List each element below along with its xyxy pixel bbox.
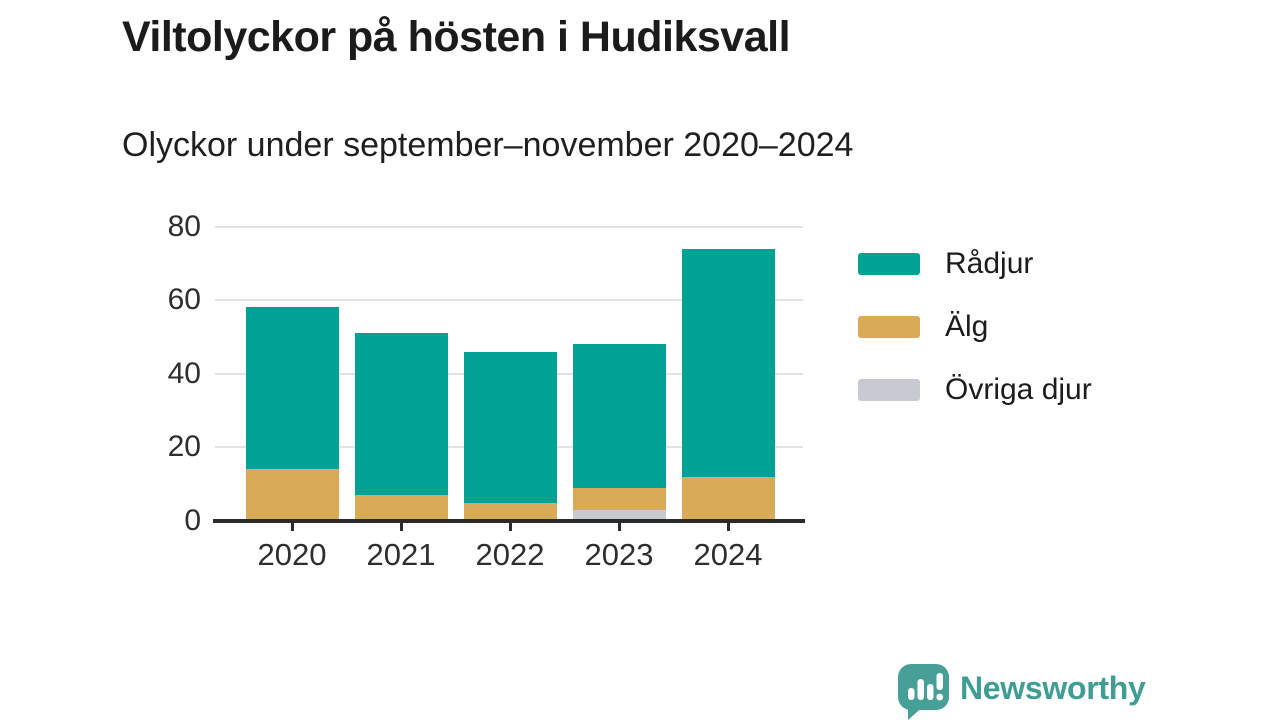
brand-footer: Newsworthy [897, 663, 1146, 720]
legend-swatch [858, 253, 920, 275]
bar-segment-2021-Älg [354, 495, 448, 521]
chart-subtitle: Olyckor under september–november 2020–20… [122, 126, 854, 164]
gridline-y-80 [215, 225, 803, 228]
brand-name: Newsworthy [960, 670, 1146, 706]
bar-segment-2022-Älg [463, 502, 557, 521]
bar-2023 [572, 344, 666, 521]
bar-segment-2021-Rådjur [354, 333, 448, 496]
bar-2021 [354, 333, 448, 521]
bar-2022 [463, 351, 557, 521]
x-axis-tick [290, 523, 294, 531]
legend-label: Övriga djur [945, 373, 1092, 406]
bar-segment-2024-Älg [681, 476, 775, 521]
y-axis-tick-label: 40 [167, 356, 201, 390]
bar-segment-2022-Rådjur [463, 351, 557, 503]
x-axis-tick [726, 523, 730, 531]
bar-segment-2020-Rådjur [245, 307, 339, 470]
legend-swatch [858, 316, 920, 338]
x-axis-tick [617, 523, 621, 531]
x-axis-tick [399, 523, 403, 531]
chart-title: Viltolyckor på hösten i Hudiksvall [122, 13, 791, 61]
y-axis-tick-label: 80 [167, 209, 201, 243]
legend-item-Rådjur: Rådjur [858, 247, 1092, 281]
legend-swatch [858, 379, 920, 401]
bar-segment-2023-Övriga djur [572, 509, 666, 521]
x-axis-tick [508, 523, 512, 531]
legend: Rådjur Älg Övriga djur [858, 247, 1092, 436]
legend-label: Älg [945, 310, 989, 343]
y-axis-tick-label: 20 [167, 430, 201, 464]
x-axis-label-2020: 2020 [257, 537, 327, 572]
bar-2020 [245, 307, 339, 521]
newsworthy-logo-icon [898, 664, 949, 720]
gridline-y-60 [215, 299, 803, 302]
bar-segment-2024-Rådjur [681, 248, 775, 477]
bar-segment-2023-Älg [572, 487, 666, 510]
x-axis-label-2021: 2021 [366, 537, 436, 572]
y-axis-tick-label: 0 [184, 504, 201, 537]
x-axis-label-2022: 2022 [475, 537, 545, 572]
bar-segment-2023-Rådjur [572, 344, 666, 488]
bar-segment-2020-Älg [245, 469, 339, 521]
x-axis-label-2024: 2024 [693, 537, 763, 572]
bar-2024 [681, 248, 775, 521]
x-axis-line [213, 519, 805, 523]
legend-item-Övriga djur: Övriga djur [858, 373, 1092, 407]
x-axis-label-2023: 2023 [584, 537, 654, 572]
y-axis-tick-label: 60 [167, 283, 201, 317]
legend-item-Älg: Älg [858, 310, 1092, 344]
legend-label: Rådjur [945, 247, 1034, 280]
